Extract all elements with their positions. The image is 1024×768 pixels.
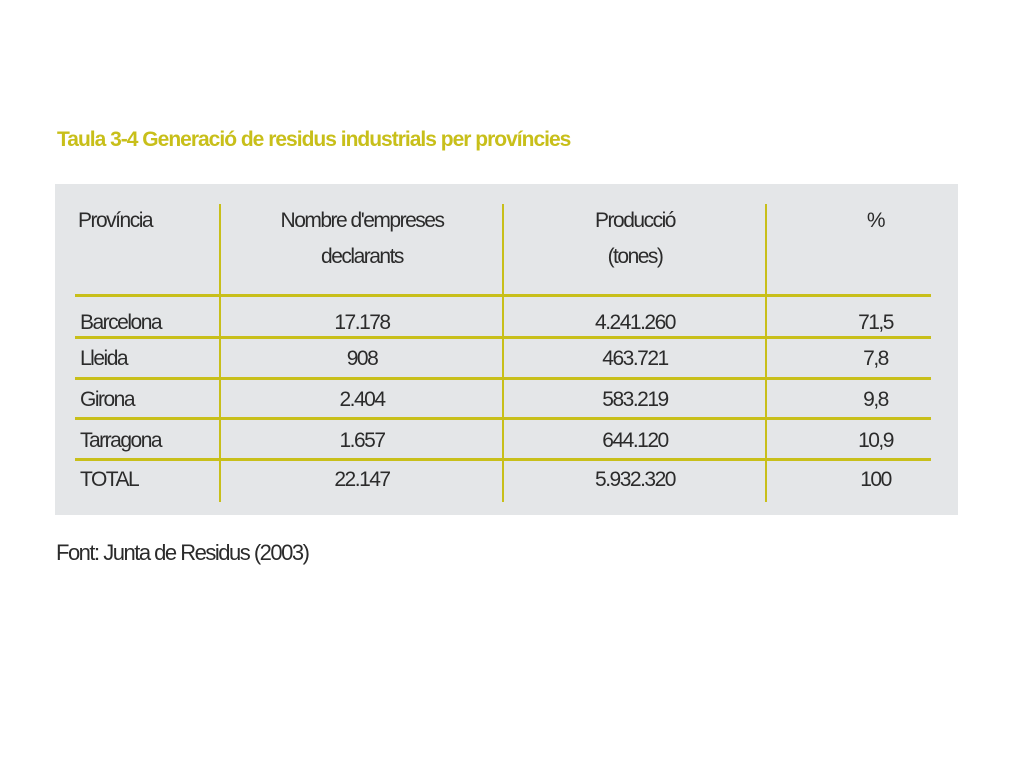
cell-empreses: 908: [346, 347, 379, 370]
cell-empreses: 17.178: [334, 311, 391, 334]
row-divider: [75, 377, 931, 380]
column-divider: [219, 204, 221, 502]
cell-produccio: 583.219: [602, 388, 669, 411]
header-empreses: Nombre d'empreses declarants: [222, 203, 502, 275]
cell-provincia: Tarragona: [80, 429, 163, 452]
column-divider: [765, 204, 767, 502]
cell-provincia: TOTAL: [80, 468, 140, 491]
header-divider: [75, 294, 931, 297]
cell-percent: 71,5: [858, 311, 894, 334]
header-produccio-line2: (tones): [607, 245, 664, 268]
header-produccio-line1: Producció: [595, 209, 676, 232]
cell-empreses: 1.657: [339, 429, 386, 452]
cell-produccio: 5.932.320: [595, 468, 676, 491]
header-percent: %: [866, 209, 886, 232]
cell-percent: 10,9: [858, 429, 894, 452]
cell-percent: 7,8: [863, 347, 889, 370]
cell-produccio: 463.721: [602, 347, 669, 370]
row-divider: [75, 458, 931, 461]
cell-empreses: 22.147: [334, 468, 391, 491]
cell-provincia: Barcelona: [80, 311, 163, 334]
row-divider: [75, 336, 931, 339]
header-empreses-line1: Nombre d'empreses: [280, 209, 445, 232]
cell-percent: 100: [860, 468, 892, 491]
source-note: Font: Junta de Residus (2003): [56, 540, 310, 565]
header-provincia: Província: [78, 209, 154, 232]
cell-provincia: Girona: [80, 388, 136, 411]
cell-empreses: 2.404: [339, 388, 386, 411]
header-empreses-line2: declarants: [321, 245, 404, 268]
header-produccio: Producció (tones): [505, 203, 765, 275]
cell-provincia: Lleida: [80, 347, 129, 370]
table-title: Taula 3-4 Generació de residus industria…: [57, 128, 571, 151]
cell-produccio: 644.120: [602, 429, 669, 452]
row-divider: [75, 417, 931, 420]
cell-produccio: 4.241.260: [595, 311, 676, 334]
column-divider: [502, 204, 504, 502]
cell-percent: 9,8: [863, 388, 889, 411]
